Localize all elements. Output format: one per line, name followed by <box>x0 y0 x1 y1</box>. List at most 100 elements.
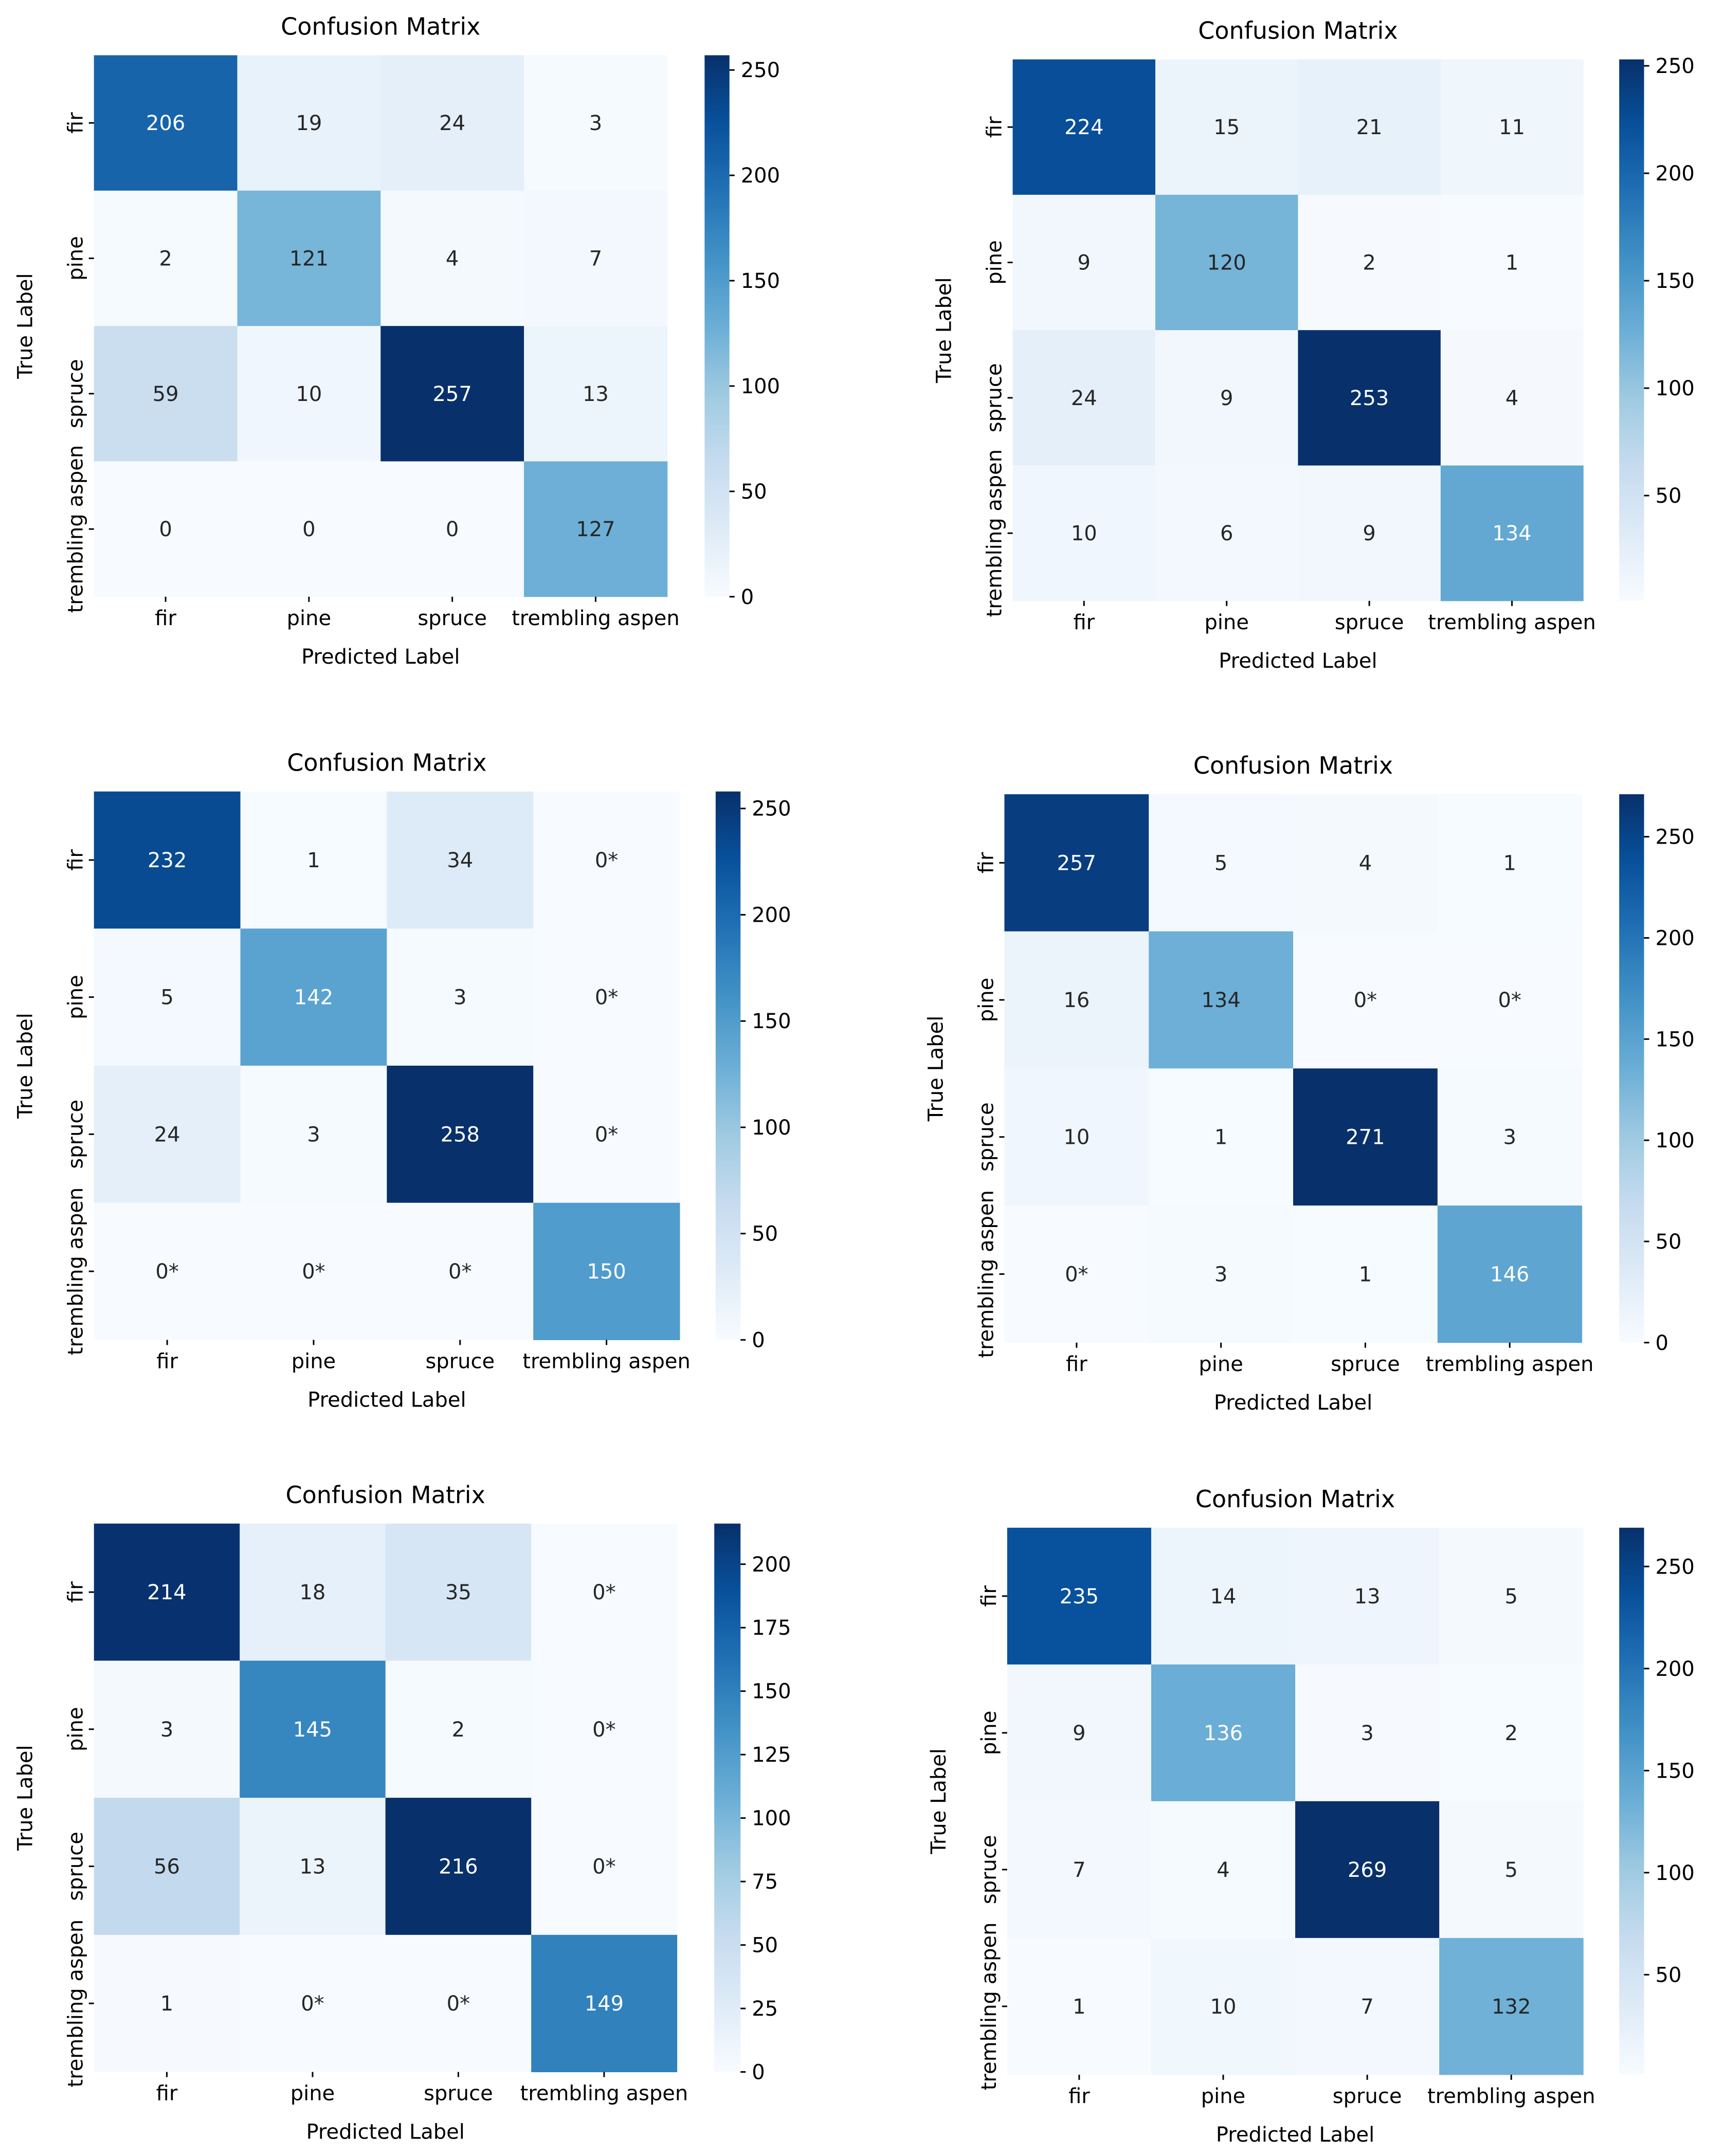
colorbar-tick-label: 150 <box>752 1010 791 1033</box>
cell-label: 14 <box>1210 1585 1237 1609</box>
heatmap-cell <box>240 1066 387 1203</box>
colorbar <box>704 55 730 597</box>
heatmap-cell <box>1440 59 1584 195</box>
colorbar-tick-label: 150 <box>752 1680 791 1704</box>
x-axis-label: Predicted Label <box>306 2121 464 2144</box>
cell-label: 11 <box>1499 116 1525 139</box>
heatmap-cell <box>237 190 381 326</box>
heatmap-cell <box>1437 1068 1583 1206</box>
colorbar-tick-label: 200 <box>741 164 780 188</box>
colorbar-tick-label: 50 <box>752 1934 778 1958</box>
cell-label: 10 <box>1210 1995 1237 2019</box>
y-tick-label: pine <box>977 1711 1001 1755</box>
heatmap-cell <box>1440 330 1584 466</box>
confusion-matrix-panel-5: Confusion Matrix 214 18 35 0* 3 145 2 0* 56 13 216 0… <box>14 1481 791 2144</box>
cell-label: 0 <box>302 518 315 541</box>
y-tick-label: trembling aspen <box>64 445 88 613</box>
y-tick-label: fir <box>983 116 1007 138</box>
heatmap-cell <box>533 1066 680 1203</box>
heatmap-cell <box>94 326 238 462</box>
cell-label: 127 <box>576 518 615 541</box>
cell-label: 132 <box>1492 1995 1531 2019</box>
x-tick-label: fir <box>156 1349 178 1373</box>
chart-title: Confusion Matrix <box>287 749 486 777</box>
heatmap-cell <box>385 1798 532 1935</box>
x-tick-label: trembling aspen <box>1426 1353 1594 1376</box>
heatmap-cell <box>1149 1205 1294 1343</box>
cell-label: 1 <box>1505 251 1518 275</box>
heatmap-cell <box>94 1934 240 2072</box>
cell-label: 3 <box>1503 1126 1516 1149</box>
y-tick-label: trembling aspen <box>64 1187 88 1356</box>
x-axis-label: Predicted Label <box>307 1388 466 1412</box>
colorbar-tick-label: 150 <box>1656 1759 1695 1783</box>
cell-label: 10 <box>1071 522 1097 545</box>
heatmap-cell <box>1151 1938 1296 2075</box>
colorbar-tick-label: 175 <box>752 1616 791 1640</box>
cell-label: 7 <box>1073 1858 1085 1882</box>
heatmap-cell <box>94 55 238 191</box>
confusion-matrix-panel-6: Confusion Matrix 235 14 13 5 9 136 3 2 7 4 269 5 1 10 7… <box>927 1485 1695 2147</box>
colorbar-tick-label: 0 <box>741 586 754 609</box>
cell-label: 56 <box>154 1855 180 1878</box>
x-tick-label: fir <box>1073 611 1095 634</box>
heatmap-cell <box>94 1798 240 1935</box>
y-tick-label: fir <box>64 112 88 134</box>
heatmap-cell <box>240 791 387 929</box>
chart-title: Confusion Matrix <box>286 1481 485 1509</box>
x-tick-label: pine <box>287 607 331 630</box>
cell-label: 0* <box>595 1123 618 1146</box>
cell-label: 5 <box>1214 851 1227 875</box>
heatmap-cell <box>1437 931 1583 1069</box>
cell-label: 13 <box>1354 1585 1381 1609</box>
heatmap-cell <box>240 928 387 1066</box>
colorbar-tick-label: 200 <box>1656 162 1695 186</box>
x-tick-label: pine <box>291 2082 335 2106</box>
heatmap-cell <box>387 791 534 929</box>
chart-title: Confusion Matrix <box>1198 17 1398 45</box>
cell-label: 0* <box>592 1718 615 1742</box>
heatmap-cell <box>531 1934 678 2072</box>
y-tick-label: trembling aspen <box>983 449 1007 617</box>
cell-label: 4 <box>1359 851 1372 875</box>
heatmap-cell <box>1012 194 1156 331</box>
cell-label: 145 <box>293 1718 332 1742</box>
y-tick-label: pine <box>64 975 88 1019</box>
x-tick-label: trembling aspen <box>1428 611 1596 634</box>
cell-label: 0* <box>447 1992 470 2016</box>
heatmap-cell <box>94 1066 241 1203</box>
heatmap-cell <box>387 1202 534 1340</box>
heatmap-cell <box>1149 794 1294 932</box>
heatmap-cell <box>94 928 241 1066</box>
heatmap-cell <box>1298 59 1441 195</box>
heatmap-cell <box>387 1066 534 1203</box>
cell-label: 269 <box>1348 1858 1387 1882</box>
colorbar <box>1619 794 1644 1343</box>
heatmap-cell <box>237 326 381 462</box>
cell-label: 146 <box>1490 1263 1529 1286</box>
heatmap-cell <box>94 190 238 326</box>
cell-label: 15 <box>1213 116 1240 139</box>
cell-label: 0* <box>592 1581 615 1604</box>
cell-label: 24 <box>439 112 465 135</box>
heatmap-cell <box>1437 1205 1583 1343</box>
colorbar-tick-label: 250 <box>1656 54 1695 78</box>
y-axis-label: True Label <box>924 1016 948 1122</box>
y-tick-label: spruce <box>977 1835 1001 1905</box>
heatmap-cell <box>1440 465 1584 601</box>
heatmap-cell <box>385 1660 532 1798</box>
x-tick-label: fir <box>155 607 176 630</box>
x-tick-label: pine <box>1201 2085 1245 2108</box>
heatmap-cell <box>240 1202 387 1340</box>
cell-label: 16 <box>1063 989 1090 1012</box>
heatmap-cell <box>1007 1527 1152 1665</box>
heatmap-cell <box>1155 59 1298 195</box>
colorbar-tick-label: 50 <box>1656 1230 1682 1254</box>
heatmap-cell <box>1007 1664 1152 1802</box>
cell-label: 3 <box>160 1718 173 1742</box>
y-tick-label: fir <box>977 1585 1001 1606</box>
heatmap-cell <box>237 461 381 597</box>
heatmap-cell <box>1155 330 1298 466</box>
cell-label: 150 <box>587 1260 626 1284</box>
cell-label: 2 <box>452 1718 465 1742</box>
